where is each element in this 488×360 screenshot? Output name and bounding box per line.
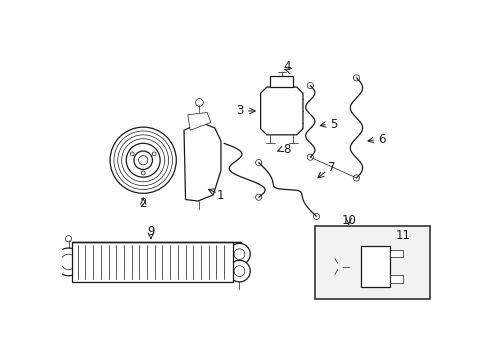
Bar xyxy=(389,249,402,257)
Text: 1: 1 xyxy=(216,189,224,202)
Text: 2: 2 xyxy=(139,197,147,210)
Text: 10: 10 xyxy=(341,214,355,227)
Text: 6: 6 xyxy=(377,133,385,146)
Text: 5: 5 xyxy=(329,118,336,131)
Polygon shape xyxy=(183,122,221,201)
Circle shape xyxy=(134,151,152,170)
Polygon shape xyxy=(187,112,210,130)
Bar xyxy=(389,275,402,283)
Text: 4: 4 xyxy=(283,60,290,73)
Text: 8: 8 xyxy=(283,143,290,156)
Polygon shape xyxy=(260,87,303,135)
Circle shape xyxy=(55,248,82,276)
Text: 7: 7 xyxy=(327,161,335,175)
Text: 9: 9 xyxy=(147,225,154,238)
Circle shape xyxy=(228,243,250,265)
Text: 11: 11 xyxy=(394,229,409,242)
Bar xyxy=(270,76,293,87)
Bar xyxy=(314,226,429,299)
Circle shape xyxy=(228,260,250,282)
Polygon shape xyxy=(71,242,233,282)
Circle shape xyxy=(324,251,354,282)
Bar xyxy=(360,247,389,287)
Text: 3: 3 xyxy=(235,104,243,117)
